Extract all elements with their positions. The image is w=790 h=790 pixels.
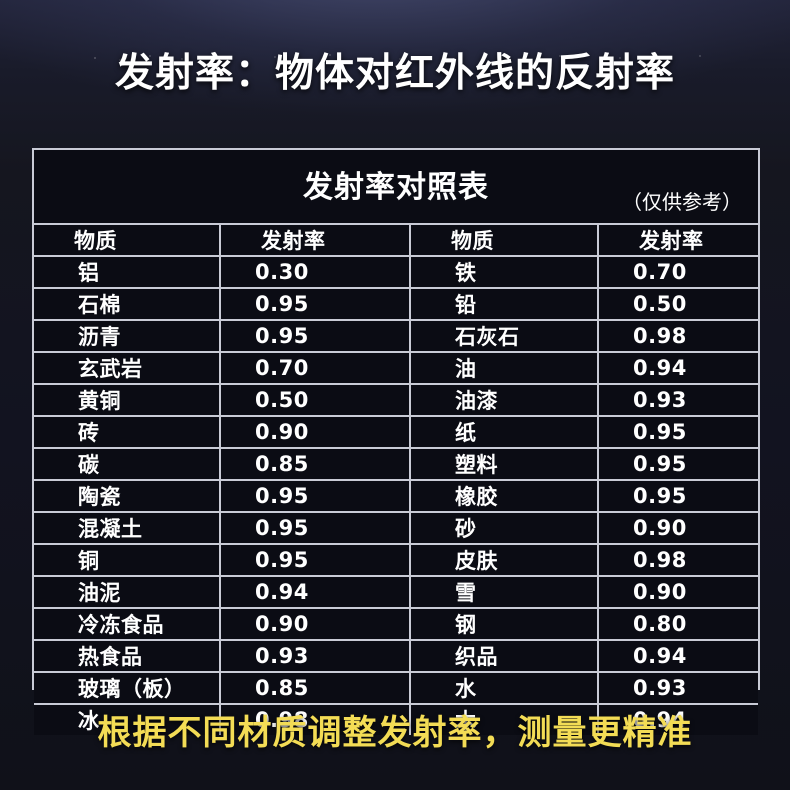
table-row: 冰 0.98 木 0.94 xyxy=(34,704,758,735)
cell-material-left: 冷冻食品 xyxy=(34,608,221,641)
cell-material-right: 橡胶 xyxy=(410,480,599,513)
cell-emissivity-left: 0.90 xyxy=(220,608,411,641)
cell-material-left: 冰 xyxy=(34,704,221,735)
table-row: 玄武岩 0.70 油 0.94 xyxy=(34,352,758,385)
table-body: 铝 0.30 铁 0.70 石棉 0.95 铅 0.50 沥青 0.95 石灰石 0.98 玄武岩 0.7… xyxy=(34,256,758,735)
cell-emissivity-right: 0.94 xyxy=(598,352,758,385)
cell-emissivity-left: 0.95 xyxy=(220,544,411,577)
cell-emissivity-left: 0.95 xyxy=(220,512,411,545)
table-row: 石棉 0.95 铅 0.50 xyxy=(34,288,758,321)
cell-material-left: 陶瓷 xyxy=(34,480,221,513)
cell-emissivity-left: 0.90 xyxy=(220,416,411,449)
cell-emissivity-right: 0.93 xyxy=(598,672,758,705)
cell-material-right: 砂 xyxy=(410,512,599,545)
table-row: 铝 0.30 铁 0.70 xyxy=(34,256,758,289)
cell-material-right: 雪 xyxy=(410,576,599,609)
table-row: 冷冻食品 0.90 钢 0.80 xyxy=(34,608,758,641)
cell-material-left: 石棉 xyxy=(34,288,221,321)
cell-material-right: 织品 xyxy=(410,640,599,673)
table-header-row: 物质 发射率 物质 发射率 xyxy=(34,225,758,257)
cell-material-right: 油漆 xyxy=(410,384,599,417)
emissivity-table: 物质 发射率 物质 发射率 铝 0.30 铁 0.70 石棉 0.95 铅 0.50 沥青 0.9… xyxy=(34,225,758,735)
cell-emissivity-left: 0.95 xyxy=(220,288,411,321)
cell-emissivity-right: 0.95 xyxy=(598,480,758,513)
cell-material-left: 铜 xyxy=(34,544,221,577)
table-reference-note: （仅供参考） xyxy=(622,190,742,214)
cell-emissivity-right: 0.70 xyxy=(598,256,758,289)
table-row: 混凝土 0.95 砂 0.90 xyxy=(34,512,758,545)
cell-emissivity-left: 0.95 xyxy=(220,480,411,513)
table-row: 砖 0.90 纸 0.95 xyxy=(34,416,758,449)
table-title: 发射率对照表 xyxy=(303,170,489,205)
cell-material-right: 皮肤 xyxy=(410,544,599,577)
cell-material-right: 纸 xyxy=(410,416,599,449)
column-header-material-right: 物质 xyxy=(410,225,599,257)
cell-emissivity-right: 0.90 xyxy=(598,512,758,545)
cell-emissivity-right: 0.93 xyxy=(598,384,758,417)
cell-material-right: 石灰石 xyxy=(410,320,599,353)
cell-material-right: 油 xyxy=(410,352,599,385)
cell-emissivity-right: 0.94 xyxy=(598,640,758,673)
cell-emissivity-right: 0.98 xyxy=(598,320,758,353)
emissivity-table-panel: 发射率对照表 （仅供参考） 物质 发射率 物质 发射率 铝 0.30 铁 0.70 石棉… xyxy=(32,148,760,735)
cell-material-left: 玻璃（板） xyxy=(34,672,221,705)
cell-emissivity-right: 0.50 xyxy=(598,288,758,321)
table-row: 铜 0.95 皮肤 0.98 xyxy=(34,544,758,577)
cell-material-left: 油泥 xyxy=(34,576,221,609)
column-header-emissivity-right: 发射率 xyxy=(598,225,758,257)
cell-emissivity-left: 0.85 xyxy=(220,448,411,481)
cell-material-left: 砖 xyxy=(34,416,221,449)
table-caption-row: 发射率对照表 （仅供参考） xyxy=(34,150,758,225)
cell-material-right: 塑料 xyxy=(410,448,599,481)
cell-emissivity-right: 0.95 xyxy=(598,448,758,481)
table-row: 黄铜 0.50 油漆 0.93 xyxy=(34,384,758,417)
table-row: 碳 0.85 塑料 0.95 xyxy=(34,448,758,481)
cell-emissivity-left: 0.50 xyxy=(220,384,411,417)
page-footer-caption: 根据不同材质调整发射率，测量更精准 xyxy=(97,713,693,753)
cell-emissivity-left: 0.70 xyxy=(220,352,411,385)
table-row: 陶瓷 0.95 橡胶 0.95 xyxy=(34,480,758,513)
cell-material-left: 玄武岩 xyxy=(34,352,221,385)
cell-material-left: 碳 xyxy=(34,448,221,481)
cell-emissivity-left: 0.98 xyxy=(220,704,411,735)
page-title: 发射率：物体对红外线的反射率 xyxy=(114,51,675,96)
cell-material-right: 水 xyxy=(410,672,599,705)
table-row: 油泥 0.94 雪 0.90 xyxy=(34,576,758,609)
cell-emissivity-left: 0.93 xyxy=(220,640,411,673)
table-row: 热食品 0.93 织品 0.94 xyxy=(34,640,758,673)
cell-emissivity-right: 0.90 xyxy=(598,576,758,609)
table-row: 沥青 0.95 石灰石 0.98 xyxy=(34,320,758,353)
cell-material-right: 铅 xyxy=(410,288,599,321)
cell-material-left: 混凝土 xyxy=(34,512,221,545)
cell-emissivity-right: 0.80 xyxy=(598,608,758,641)
cell-emissivity-right: 0.98 xyxy=(598,544,758,577)
cell-material-left: 铝 xyxy=(34,256,221,289)
cell-material-left: 黄铜 xyxy=(34,384,221,417)
cell-emissivity-left: 0.30 xyxy=(220,256,411,289)
table-row: 玻璃（板） 0.85 水 0.93 xyxy=(34,672,758,705)
cell-material-right: 木 xyxy=(410,704,599,735)
column-header-material-left: 物质 xyxy=(34,225,221,257)
cell-emissivity-right: 0.95 xyxy=(598,416,758,449)
cell-emissivity-left: 0.85 xyxy=(220,672,411,705)
cell-material-right: 钢 xyxy=(410,608,599,641)
cell-material-left: 热食品 xyxy=(34,640,221,673)
cell-material-left: 沥青 xyxy=(34,320,221,353)
cell-emissivity-left: 0.95 xyxy=(220,320,411,353)
column-header-emissivity-left: 发射率 xyxy=(220,225,411,257)
cell-emissivity-left: 0.94 xyxy=(220,576,411,609)
cell-material-right: 铁 xyxy=(410,256,599,289)
cell-emissivity-right: 0.94 xyxy=(598,704,758,735)
